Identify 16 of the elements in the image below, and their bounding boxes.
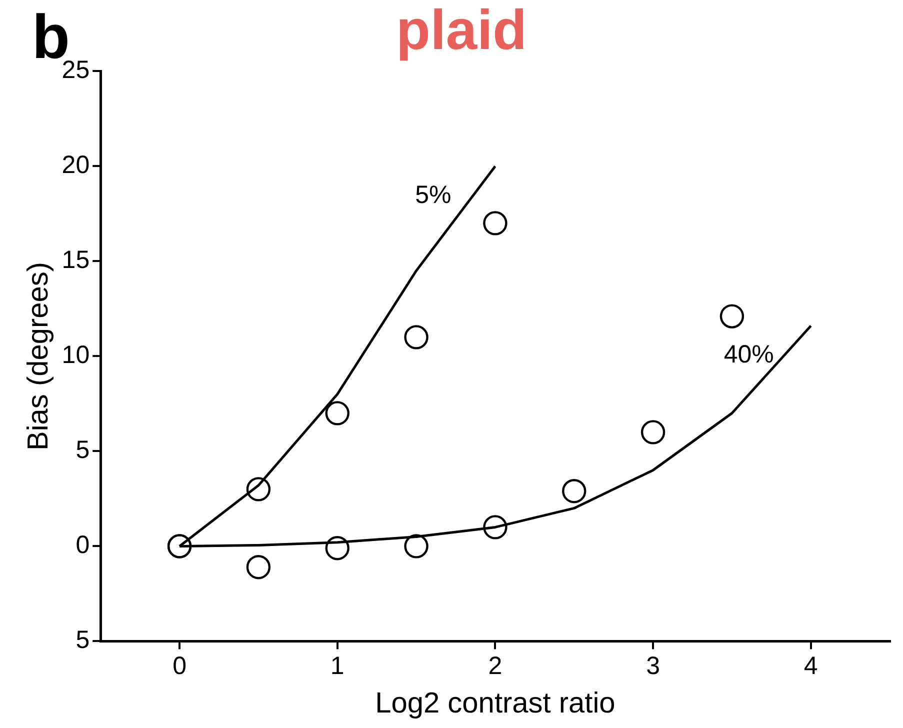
x-tick-label: 4 [804, 652, 818, 680]
y-tick-label: 5 [76, 436, 90, 464]
x-tick-label: 0 [172, 652, 186, 680]
chart-title: plaid [396, 0, 527, 62]
x-tick-label: 3 [646, 652, 660, 680]
x-tick-label: 2 [488, 652, 502, 680]
x-axis-title: Log2 contrast ratio [375, 688, 616, 720]
y-tick-label: 5 [76, 626, 90, 654]
y-axis-title: Bias (degrees) [22, 262, 54, 450]
x-tick-label: 1 [330, 652, 344, 680]
series-label: 5% [415, 181, 452, 210]
y-tick-label: 10 [62, 341, 90, 370]
y-tick-label: 20 [62, 151, 90, 180]
y-tick-label: 0 [76, 531, 90, 560]
series-label: 40% [724, 340, 774, 369]
y-tick-label: 15 [62, 246, 90, 274]
